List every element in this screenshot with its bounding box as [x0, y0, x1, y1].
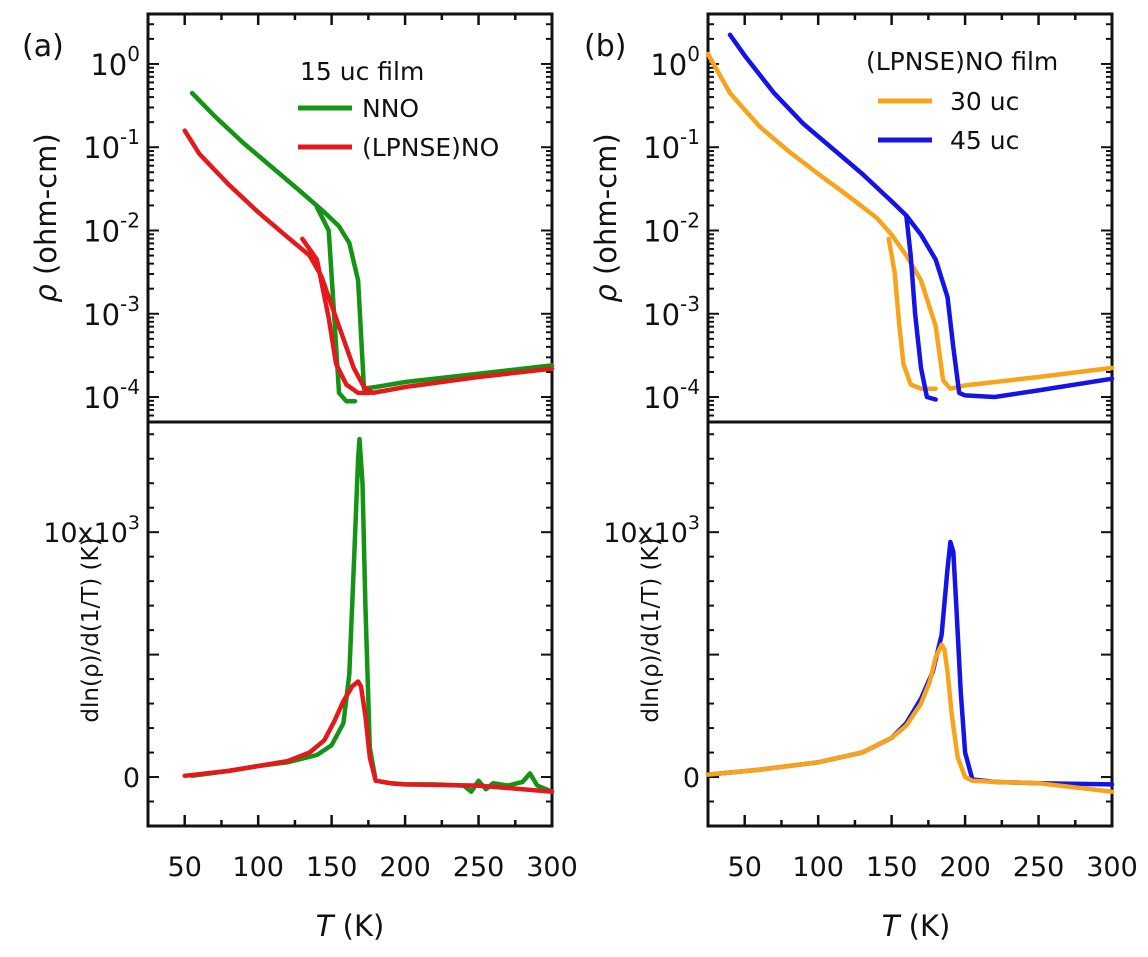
resistivity-curve-nno: [189, 90, 555, 391]
rho-unit: (ohm-cm): [29, 133, 63, 275]
derivative-curve-nno: [189, 436, 555, 794]
panel-a-top-ylabel: ρ (ohm-cm): [29, 133, 63, 302]
y-tick-label: 10x103: [603, 512, 700, 549]
y-tick-label: 10-4: [83, 375, 140, 415]
y-tick-label: 0: [683, 763, 700, 794]
resistivity-curve-30-uc-warming: [886, 236, 938, 391]
x-tick-label: 150: [306, 852, 358, 883]
panel-b-xlabel: T (K): [882, 909, 951, 943]
panel-b-label: (b): [584, 29, 626, 64]
resistivity-curve-lpnse-no: [182, 128, 555, 396]
panel-b-tick-labels: 50 100 150 200 250 300 100 10-1 10-2 10-3 10-4 10x1…: [603, 42, 1138, 883]
rho-unit: (ohm-cm): [589, 133, 623, 275]
panel-a-legend-title: 15 uc film: [300, 57, 424, 86]
y-tick-label: 10-2: [643, 208, 700, 248]
xlabel-unit: (K): [909, 909, 951, 943]
panel-a-curves: [182, 90, 555, 794]
x-tick-label: 150: [866, 852, 918, 883]
panel-b-legend-entry-45uc: 45 uc: [878, 126, 1019, 155]
x-tick-label: 50: [728, 852, 762, 883]
derivative-curve-30-uc: [705, 642, 1115, 794]
resistivity-curve-45-uc: [727, 32, 1115, 400]
legend-label-30uc: 30 uc: [950, 87, 1019, 116]
xlabel-symbol: T: [316, 909, 336, 943]
panel-b-bottom-ylabel: dln(ρ)/d(1/T) (K): [638, 537, 664, 722]
x-tick-label: 200: [939, 852, 991, 883]
y-tick-label: 100: [90, 42, 140, 82]
panel-a: 50 100 150 200 250 300 100 10-1 10-2 10-3 10-4 10x1…: [22, 12, 578, 943]
xlabel-symbol: T: [882, 909, 902, 943]
x-tick-label: 50: [168, 852, 202, 883]
y-tick-label: 10-3: [83, 292, 140, 332]
panel-b-ticks: [706, 14, 1114, 827]
y-tick-label: 0: [123, 763, 140, 794]
rho-symbol: ρ: [29, 284, 63, 303]
panel-b-legend-entry-30uc: 30 uc: [878, 87, 1019, 116]
x-tick-label: 100: [792, 852, 844, 883]
legend-label-nno: NNO: [362, 94, 419, 123]
panel-a-tick-labels: 50 100 150 200 250 300 100 10-1 10-2 10-3 10-4 10x1…: [43, 42, 578, 883]
legend-label-lpnse: (LPNSE)NO: [362, 133, 499, 162]
panel-a-frame: [146, 12, 554, 828]
panel-a-bottom-ylabel: dln(ρ)/d(1/T) (K): [78, 537, 104, 722]
resistivity-curve-nno-warming: [314, 204, 358, 404]
y-tick-label: 10-4: [643, 375, 700, 415]
x-tick-label: 100: [232, 852, 284, 883]
x-tick-label: 250: [1013, 852, 1065, 883]
y-tick-label: 10-1: [643, 125, 700, 165]
panel-a-legend-entry-nno: NNO: [298, 94, 419, 123]
resistivity-curve-45-uc-warming: [904, 213, 938, 402]
y-tick-label: 10-1: [83, 125, 140, 165]
y-tick-label: 10-3: [643, 292, 700, 332]
panel-b-frame: [706, 12, 1114, 828]
panel-a-xlabel: T (K): [316, 909, 385, 943]
panel-a-legend-entry-lpnse: (LPNSE)NO: [298, 133, 499, 162]
panel-a-ticks: [146, 14, 554, 827]
x-tick-label: 250: [453, 852, 505, 883]
x-tick-label: 200: [379, 852, 431, 883]
y-tick-label: 10-2: [83, 208, 140, 248]
derivative-curve-45-uc: [705, 539, 1115, 787]
derivative-curve-lpnse-no: [182, 679, 555, 794]
panel-b-top-ylabel: ρ (ohm-cm): [589, 133, 623, 302]
y-tick-label: 100: [650, 42, 700, 82]
y-tick-label: 10x103: [43, 512, 140, 549]
panel-b-curves: [705, 32, 1115, 794]
panel-b-legend-title: (LPNSE)NO film: [866, 47, 1058, 76]
x-tick-label: 300: [526, 852, 578, 883]
panel-a-label: (a): [22, 29, 64, 64]
panel-b: 50 100 150 200 250 300 100 10-1 10-2 10-3 10-4 10x1…: [584, 12, 1138, 943]
rho-symbol: ρ: [589, 284, 623, 303]
x-tick-label: 300: [1086, 852, 1138, 883]
resistivity-curve-lpnse-no-warming: [300, 236, 373, 396]
legend-label-45uc: 45 uc: [950, 126, 1019, 155]
xlabel-unit: (K): [343, 909, 385, 943]
